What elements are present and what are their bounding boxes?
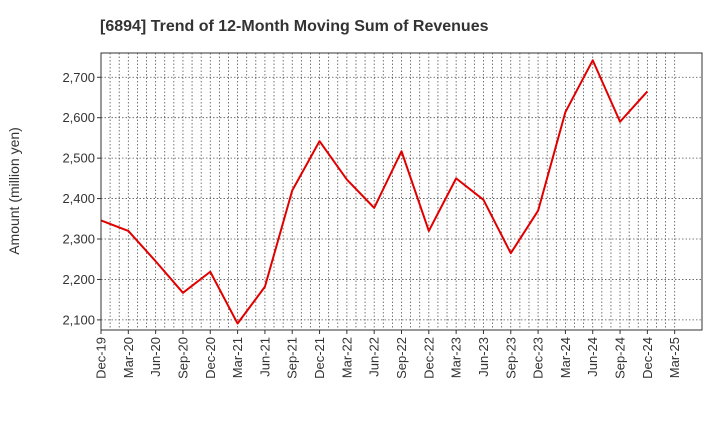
x-tick-label: Dec-20 bbox=[203, 337, 218, 379]
x-tick-label: Sep-20 bbox=[175, 337, 190, 379]
y-tick-labels: 2,100 2,200 2,300 2,400 2,500 2,600 2,700 bbox=[62, 70, 101, 327]
x-tick-label: Dec-24 bbox=[640, 337, 655, 379]
y-tick-label: 2,700 bbox=[62, 70, 95, 85]
x-tick-label: Dec-19 bbox=[94, 337, 109, 379]
x-tick-label: Mar-25 bbox=[667, 337, 682, 378]
y-tick-label: 2,100 bbox=[62, 312, 95, 327]
x-tick-label: Jun-23 bbox=[476, 337, 491, 377]
x-tick-label: Mar-20 bbox=[121, 337, 136, 378]
plot-frame bbox=[100, 52, 703, 331]
y-tick-label: 2,600 bbox=[62, 110, 95, 125]
chart-title: [6894] Trend of 12-Month Moving Sum of R… bbox=[100, 18, 489, 35]
y-axis-label: Amount (million yen) bbox=[6, 127, 22, 255]
x-tick-label: Jun-20 bbox=[148, 337, 163, 377]
x-tick-label: Jun-21 bbox=[257, 337, 272, 377]
x-tick-label: Sep-22 bbox=[394, 337, 409, 379]
y-tick-label: 2,400 bbox=[62, 191, 95, 206]
x-tick-label: Jun-24 bbox=[585, 337, 600, 377]
x-tick-labels: Dec-19 Mar-20 Jun-20 Sep-20 Dec-20 Mar-21 Jun-… bbox=[94, 330, 682, 379]
grid-lines bbox=[101, 53, 702, 330]
x-tick-label: Mar-21 bbox=[230, 337, 245, 378]
x-tick-label: Jun-22 bbox=[367, 337, 382, 377]
series-line bbox=[100, 59, 649, 325]
x-tick-label: Mar-23 bbox=[449, 337, 464, 378]
x-tick-label: Sep-23 bbox=[503, 337, 518, 379]
x-tick-label: Dec-23 bbox=[531, 337, 546, 379]
x-tick-label: Dec-21 bbox=[312, 337, 327, 379]
x-tick-label: Sep-24 bbox=[613, 337, 628, 379]
y-tick-label: 2,500 bbox=[62, 151, 95, 166]
y-tick-label: 2,200 bbox=[62, 272, 95, 287]
x-tick-label: Mar-24 bbox=[558, 337, 573, 378]
x-tick-label: Dec-22 bbox=[421, 337, 436, 379]
x-tick-label: Mar-22 bbox=[339, 337, 354, 378]
y-tick-label: 2,300 bbox=[62, 232, 95, 247]
x-tick-label: Sep-21 bbox=[285, 337, 300, 379]
